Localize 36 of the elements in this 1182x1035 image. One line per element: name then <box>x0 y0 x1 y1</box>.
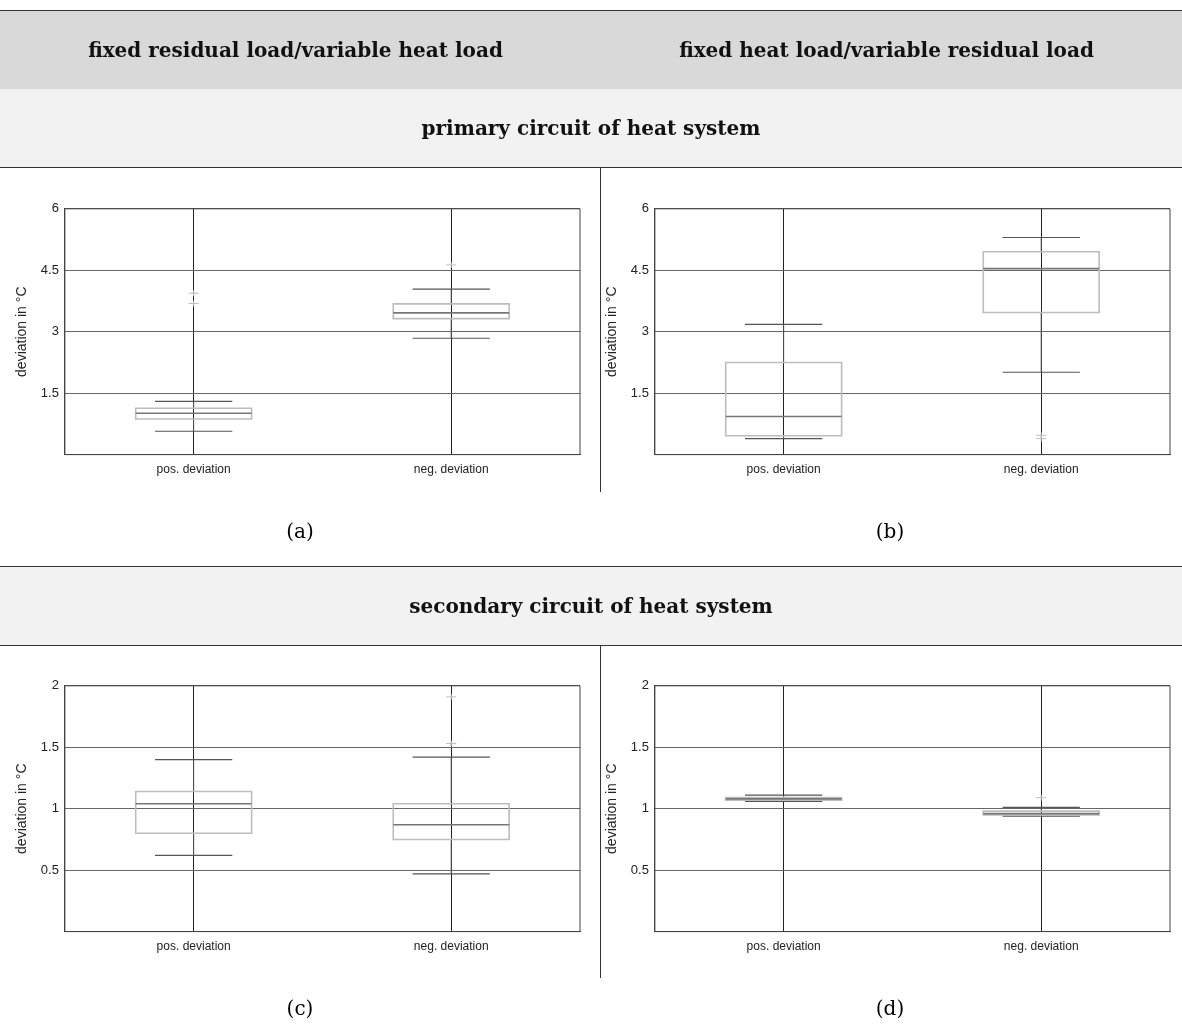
text: fixed residual load/variable heat load <box>87 37 504 64</box>
x-tick-label: pos. deviation <box>156 462 231 477</box>
y-tick-label: 6 <box>641 200 649 216</box>
y-axis-title: deviation in °C <box>603 286 620 377</box>
y-tick-label: 1.5 <box>40 384 59 400</box>
y-axis-title: deviation in °C <box>603 763 620 854</box>
text: (b) <box>874 519 906 543</box>
y-tick-label: 1 <box>51 800 59 816</box>
x-tick-label: neg. deviation <box>413 939 489 954</box>
y-tick-label: 2 <box>641 677 649 693</box>
y-tick-label: 0.5 <box>630 861 649 877</box>
text: primary circuit of heat system <box>0 89 1182 168</box>
y-tick-label: 6 <box>51 200 59 216</box>
text: secondary circuit of heat system <box>0 567 1182 646</box>
x-tick-label: pos. deviation <box>746 939 821 954</box>
y-tick-label: 3 <box>641 323 649 339</box>
text: (c) <box>285 996 315 1020</box>
y-axis-title: deviation in °C <box>13 286 30 377</box>
y-tick-label: 4.5 <box>630 261 649 277</box>
x-tick-label: pos. deviation <box>746 462 821 477</box>
y-tick-label: 4.5 <box>40 261 59 277</box>
text: (d) <box>874 996 906 1020</box>
y-tick-label: 1.5 <box>630 738 649 754</box>
y-tick-label: 3 <box>51 323 59 339</box>
y-tick-label: 0.5 <box>40 861 59 877</box>
x-tick-label: neg. deviation <box>413 462 489 477</box>
x-tick-label: pos. deviation <box>156 939 231 954</box>
y-tick-label: 1 <box>641 800 649 816</box>
y-axis-title: deviation in °C <box>13 763 30 854</box>
y-tick-label: 1.5 <box>40 738 59 754</box>
y-tick-label: 1.5 <box>630 384 649 400</box>
x-tick-label: neg. deviation <box>1003 939 1079 954</box>
y-tick-label: 2 <box>51 677 59 693</box>
text: (a) <box>285 519 315 543</box>
x-tick-label: neg. deviation <box>1003 462 1079 477</box>
text: fixed heat load/variable residual load <box>678 37 1095 64</box>
